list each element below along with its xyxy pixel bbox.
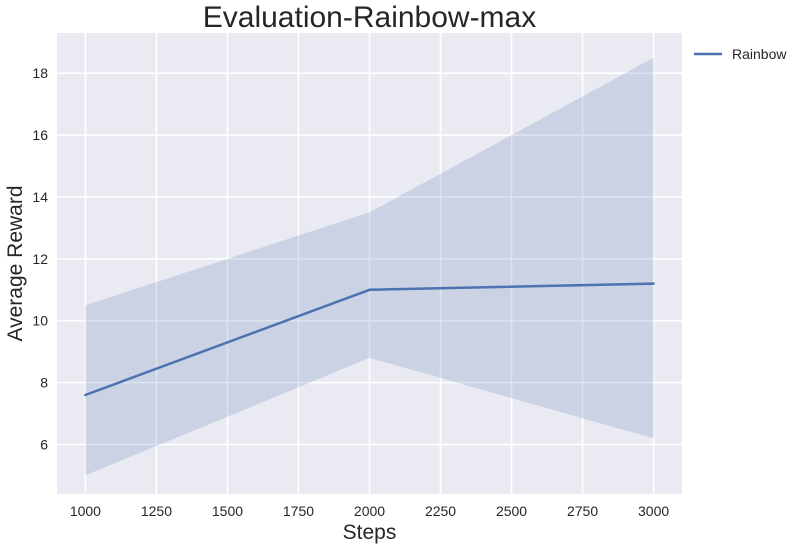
y-tick-labels: 6 8 10 12 14 16 18 (32, 65, 48, 452)
confidence-band (85, 57, 654, 476)
y-tick-label: 16 (32, 127, 48, 143)
legend: Rainbow (694, 46, 787, 62)
y-tick-label: 6 (40, 436, 48, 452)
grid (57, 33, 682, 494)
x-tick-label: 2250 (425, 503, 456, 519)
x-tick-label: 2750 (567, 503, 598, 519)
x-tick-label: 1250 (141, 503, 172, 519)
confidence-bands (85, 57, 654, 476)
x-tick-label: 1000 (70, 503, 101, 519)
x-axis-title: Steps (343, 521, 397, 544)
series-line (84, 282, 655, 397)
chart-title: Evaluation-Rainbow-max (203, 1, 537, 34)
y-tick-label: 14 (32, 189, 48, 205)
y-tick-label: 10 (32, 313, 48, 329)
series-lines (84, 282, 655, 397)
y-tick-label: 12 (32, 251, 48, 267)
x-tick-label: 3000 (638, 503, 669, 519)
y-tick-label: 18 (32, 65, 48, 81)
x-tick-label: 1500 (212, 503, 243, 519)
x-tick-label: 2500 (496, 503, 527, 519)
x-tick-label: 1750 (283, 503, 314, 519)
y-axis-title: Average Reward (4, 185, 27, 341)
legend-label: Rainbow (732, 46, 787, 62)
y-tick-label: 8 (40, 375, 48, 391)
x-tick-labels: 1000 1250 1500 1750 2000 2250 2500 2750 3000 (70, 503, 670, 519)
x-tick-label: 2000 (354, 503, 385, 519)
